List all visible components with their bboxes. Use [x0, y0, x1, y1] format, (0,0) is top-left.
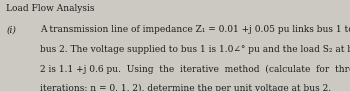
Text: A transmission line of impedance Z₁ = 0.01 +j 0.05 pu links bus 1 to: A transmission line of impedance Z₁ = 0.…: [40, 25, 350, 34]
Text: (i): (i): [6, 25, 16, 34]
Text: Load Flow Analysis: Load Flow Analysis: [6, 4, 95, 13]
Text: 2 is 1.1 +j 0.6 pu.  Using  the  iterative  method  (calculate  for  three: 2 is 1.1 +j 0.6 pu. Using the iterative …: [40, 65, 350, 74]
Text: bus 2. The voltage supplied to bus 1 is 1.0∠° pu and the load S₂ at bus: bus 2. The voltage supplied to bus 1 is …: [40, 45, 350, 54]
Text: iterations: n = 0, 1, 2), determine the per unit voltage at bus 2.: iterations: n = 0, 1, 2), determine the …: [40, 84, 331, 91]
